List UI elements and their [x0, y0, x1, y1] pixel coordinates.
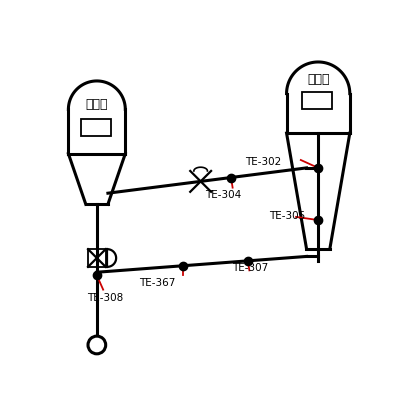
Text: TE-308: TE-308 [87, 293, 124, 303]
Text: TE-304: TE-304 [205, 191, 241, 201]
Text: 沉降器: 沉降器 [307, 73, 329, 86]
Bar [88, 249, 106, 267]
Text: TE-307: TE-307 [233, 263, 269, 273]
Text: 再生器: 再生器 [86, 98, 108, 111]
Bar [81, 119, 111, 136]
Bar [302, 92, 333, 109]
Text: TE-302: TE-302 [246, 156, 282, 166]
Text: TE-367: TE-367 [140, 278, 176, 288]
Text: TE-305: TE-305 [269, 211, 306, 221]
